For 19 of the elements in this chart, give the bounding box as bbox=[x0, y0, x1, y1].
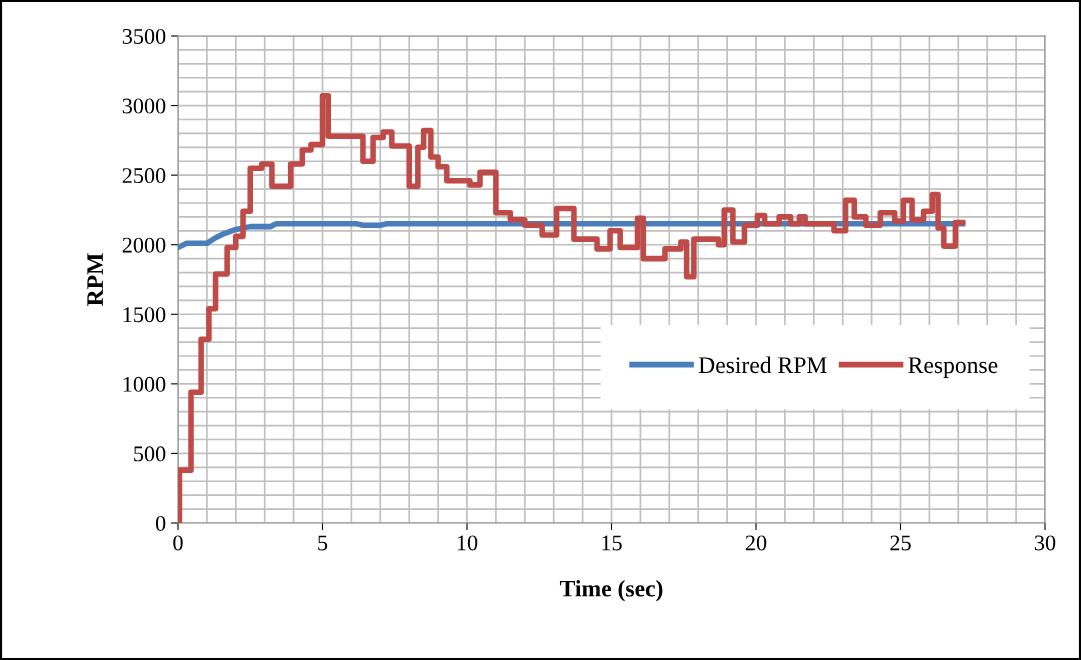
y-tick-label: 0 bbox=[155, 515, 166, 531]
y-tick-label: 2500 bbox=[122, 168, 166, 184]
y-tick-label: 1500 bbox=[123, 307, 166, 323]
y-tick-label: 2000 bbox=[122, 237, 166, 253]
y-tick-label: 3000 bbox=[122, 98, 166, 114]
y-tick-label: 500 bbox=[134, 446, 166, 462]
legend-label: Response bbox=[908, 357, 998, 378]
y-tick-label: 3500 bbox=[122, 28, 166, 44]
x-tick-label: 20 bbox=[745, 535, 767, 551]
y-tick-label: 1000 bbox=[123, 376, 166, 392]
x-tick-label: 30 bbox=[1034, 535, 1056, 551]
x-tick-label: 25 bbox=[890, 535, 911, 551]
x-axis-title: Time (sec) bbox=[559, 579, 663, 602]
x-tick-label: 0 bbox=[173, 535, 183, 551]
x-tick-label: 5 bbox=[318, 535, 328, 551]
x-tick-label: 15 bbox=[602, 535, 622, 551]
y-axis-title: RPM bbox=[87, 253, 103, 306]
legend-label: Desired RPM bbox=[698, 356, 827, 374]
x-tick-label: 10 bbox=[457, 535, 478, 551]
